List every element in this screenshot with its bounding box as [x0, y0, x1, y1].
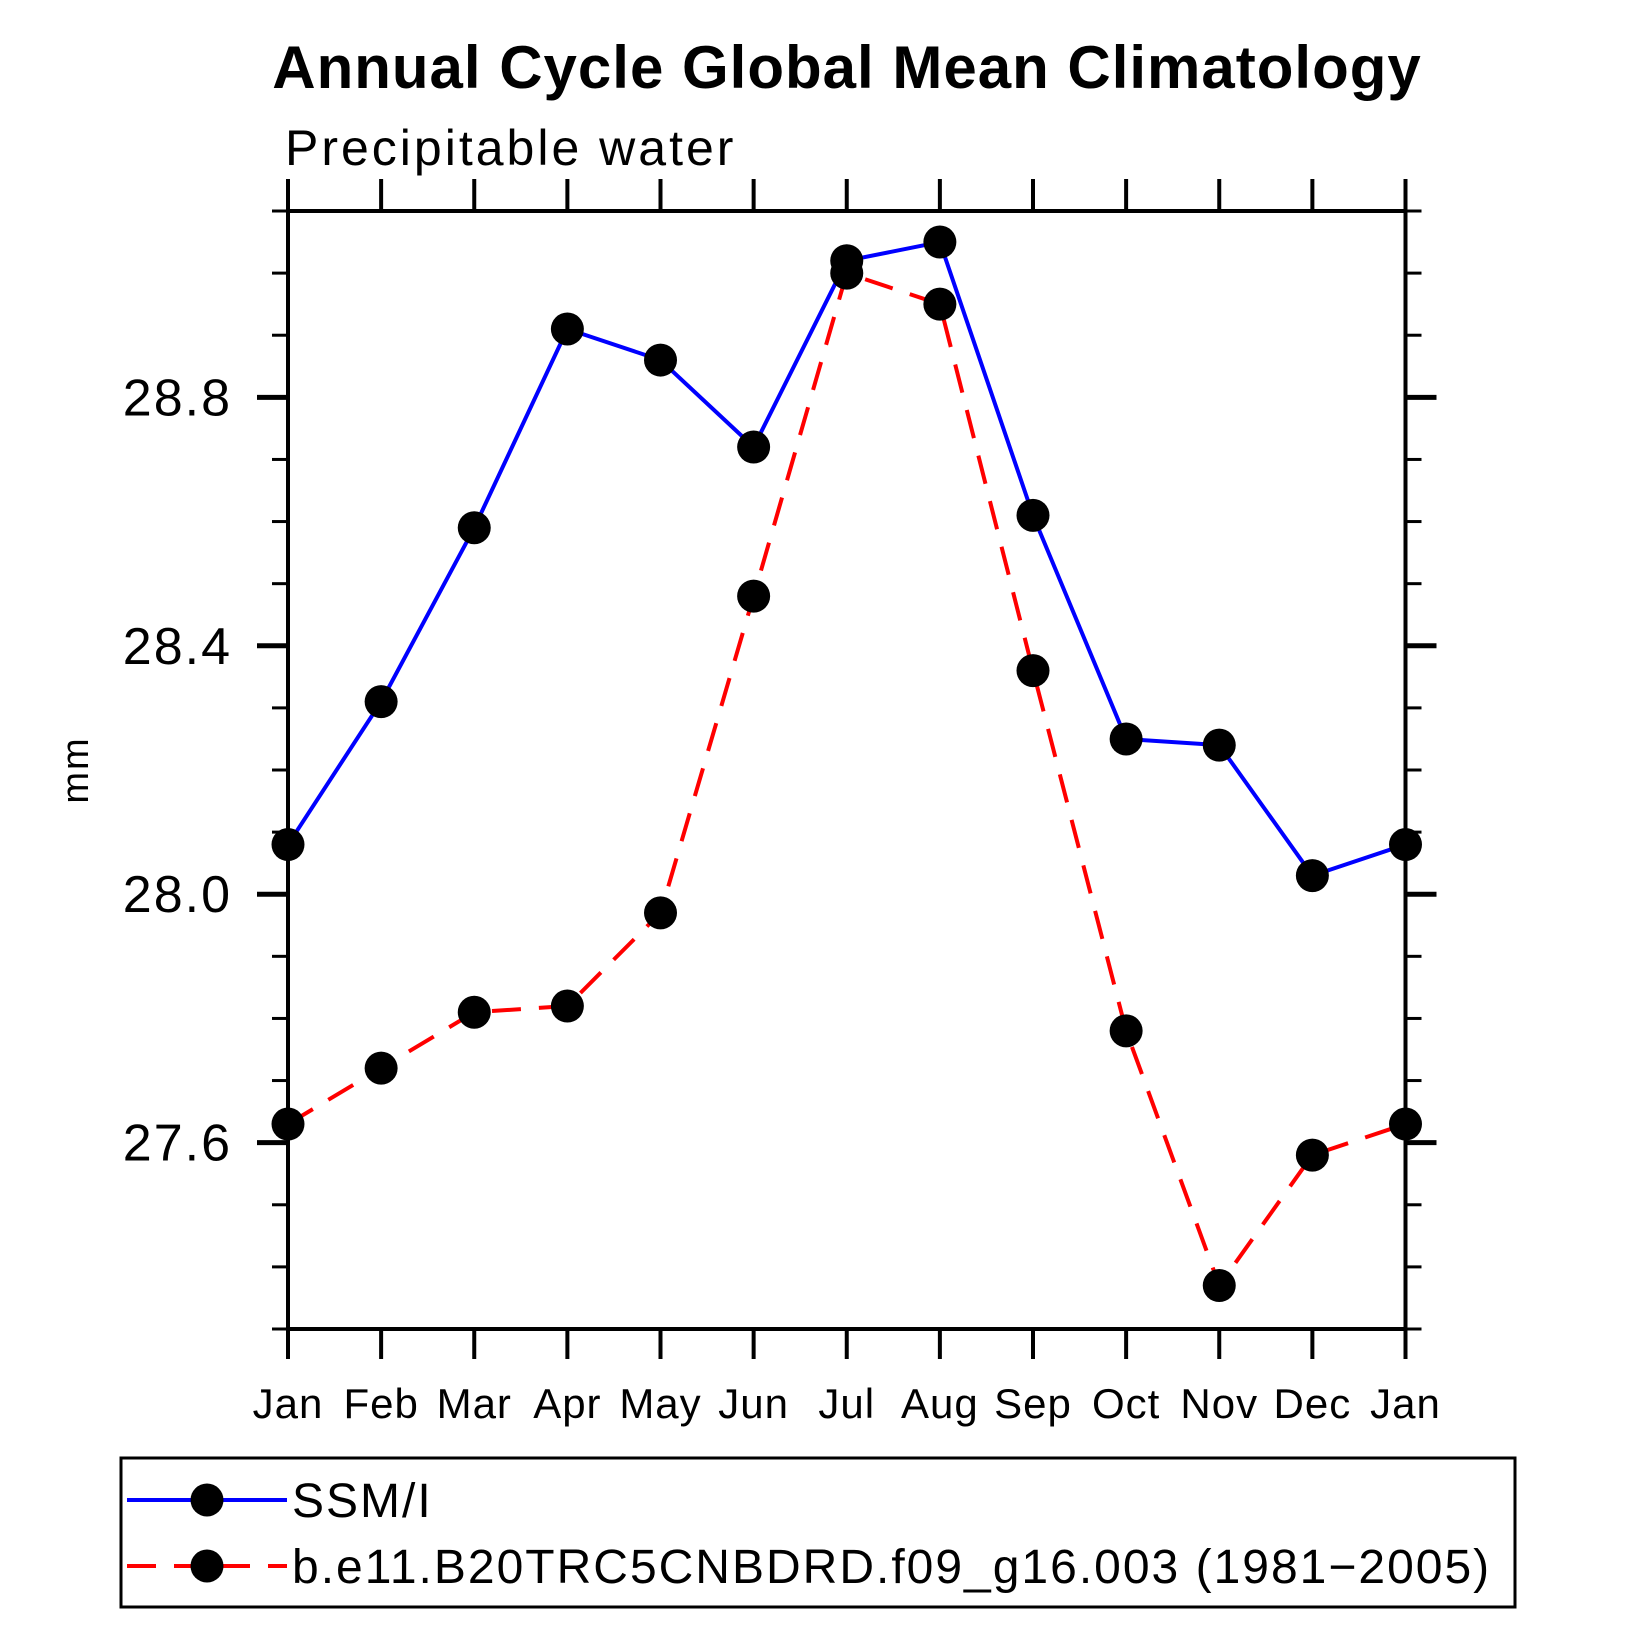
x-tick-label: Oct [1092, 1380, 1160, 1427]
data-point-s1-Aug [923, 287, 957, 321]
data-point-s1-Dec [1295, 1138, 1329, 1172]
x-tick-label: Mar [437, 1380, 512, 1427]
y-tick-label: 28.8 [123, 369, 232, 427]
x-tick-label: Sep [994, 1380, 1072, 1427]
data-point-s0-Feb [364, 685, 398, 719]
data-point-s1-May [644, 896, 677, 930]
x-tick-label: Jun [718, 1380, 789, 1427]
data-point-s1-Feb [364, 1051, 398, 1085]
legend-item-model: b.e11.B20TRC5CNBDRD.f09_g16.003 (1981−20… [127, 1541, 1491, 1594]
data-point-s1-Jan [271, 1107, 305, 1141]
data-point-s0-Jun [737, 430, 771, 464]
data-point-s1-Oct [1109, 1014, 1143, 1048]
x-tick-label: Jan [253, 1380, 324, 1427]
data-point-s1-Jun [737, 579, 771, 613]
data-point-s0-May [644, 343, 677, 377]
data-point-s0-Jan [1389, 828, 1422, 862]
data-point-s0-Sep [1016, 498, 1050, 532]
data-point-s0-Mar [457, 511, 491, 545]
y-tick-label: 28.4 [123, 618, 232, 676]
legend: SSM/I b.e11.B20TRC5CNBDRD.f09_g16.003 (1… [119, 1456, 1517, 1609]
series [271, 225, 1422, 1303]
chart-title: Annual Cycle Global Mean Climatology [272, 34, 1422, 101]
x-tick-label: Apr [533, 1380, 601, 1427]
data-point-s0-Dec [1295, 859, 1329, 893]
chart-subtitle: Precipitable water [285, 120, 736, 176]
data-point-s0-Jan [271, 828, 305, 862]
x-tick-label: May [619, 1380, 701, 1427]
data-point-s0-Nov [1202, 728, 1236, 762]
x-tick-label: Feb [343, 1380, 418, 1427]
y-axis-label: mm [55, 736, 97, 803]
data-point-s1-Jul [830, 256, 864, 290]
data-point-s0-Oct [1109, 722, 1143, 756]
x-tick-label: Aug [901, 1380, 979, 1427]
legend-item-ssmi: SSM/I [127, 1475, 433, 1528]
x-tick-label: Jan [1370, 1380, 1441, 1427]
x-tick-label: Dec [1274, 1380, 1352, 1427]
legend-label-ssmi: SSM/I [292, 1475, 433, 1528]
series-line-1 [286, 271, 1407, 1288]
legend-marker-icon [190, 1549, 224, 1583]
x-tick-label: Jul [818, 1380, 875, 1427]
y-tick-label: 28.0 [123, 866, 232, 924]
data-point-s0-Aug [923, 225, 957, 259]
data-point-s0-Apr [550, 312, 584, 346]
axes: Jan Feb Mar Apr May Jun Jul Aug Sep Oct Nov Dec Jan 2… [123, 179, 1441, 1427]
data-point-s1-Apr [550, 989, 584, 1023]
data-point-s1-Mar [457, 995, 491, 1029]
legend-box [119, 1456, 1517, 1609]
x-tick-label: Nov [1180, 1380, 1258, 1427]
data-point-s1-Jan [1389, 1107, 1422, 1141]
series-line-0 [286, 240, 1407, 878]
data-point-s1-Sep [1016, 654, 1050, 688]
legend-marker-icon [190, 1483, 224, 1517]
data-point-s1-Nov [1202, 1269, 1236, 1303]
y-tick-label: 27.6 [123, 1115, 232, 1173]
legend-label-model: b.e11.B20TRC5CNBDRD.f09_g16.003 (1981−20… [292, 1541, 1491, 1594]
